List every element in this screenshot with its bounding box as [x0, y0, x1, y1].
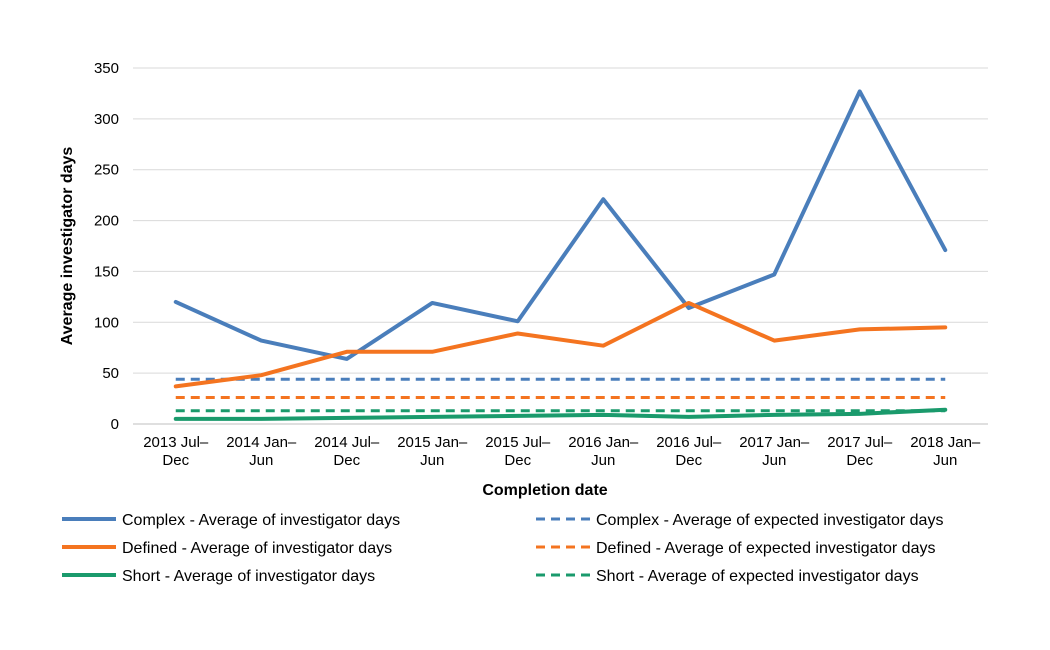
- x-tick-label: 2015 Jul– Dec: [485, 434, 551, 469]
- legend-label: Defined - Average of investigator days: [122, 540, 392, 557]
- legend-label: Defined - Average of expected investigat…: [596, 540, 935, 557]
- x-tick-label: 2017 Jul– Dec: [827, 434, 893, 469]
- x-axis-title: Completion date: [482, 482, 607, 499]
- x-tick-label: 2016 Jul– Dec: [656, 434, 722, 469]
- y-tick-label: 150: [94, 263, 119, 280]
- legend-label: Complex - Average of expected investigat…: [596, 512, 943, 529]
- legend-label: Short - Average of investigator days: [122, 568, 375, 585]
- legend-label: Complex - Average of investigator days: [122, 512, 400, 529]
- y-tick-label: 50: [102, 365, 119, 382]
- x-tick-label: 2015 Jan– Jun: [397, 434, 468, 469]
- x-tick-label: 2016 Jan– Jun: [568, 434, 639, 469]
- legend: Complex - Average of investigator days Co…: [62, 512, 943, 585]
- y-tick-label: 0: [111, 416, 119, 433]
- series-line-3: [173, 300, 948, 389]
- y-axis-title: Average investigator days: [59, 147, 76, 346]
- y-axis-ticks: 0 50 100 150 200 250 300 350: [94, 60, 119, 433]
- x-tick-label: 2014 Jul– Dec: [314, 434, 380, 469]
- series-line-5: [173, 407, 948, 421]
- series-line-1: [173, 89, 948, 361]
- y-tick-label: 300: [94, 111, 119, 128]
- y-tick-label: 350: [94, 60, 119, 77]
- x-tick-label: 2013 Jul– Dec: [143, 434, 209, 469]
- x-tick-label: 2017 Jan– Jun: [739, 434, 810, 469]
- x-tick-label: 2014 Jan– Jun: [226, 434, 297, 469]
- series-lines: [173, 89, 948, 421]
- x-axis-ticks: 2013 Jul– Dec 2014 Jan– Jun 2014 Jul– Dec 2015…: [143, 434, 981, 469]
- x-tick-label: 2018 Jan– Jun: [910, 434, 981, 469]
- y-tick-label: 250: [94, 162, 119, 179]
- y-tick-label: 200: [94, 213, 119, 230]
- gridlines: [133, 67, 988, 425]
- legend-label: Short - Average of expected investigator…: [596, 568, 919, 585]
- y-tick-label: 100: [94, 314, 119, 331]
